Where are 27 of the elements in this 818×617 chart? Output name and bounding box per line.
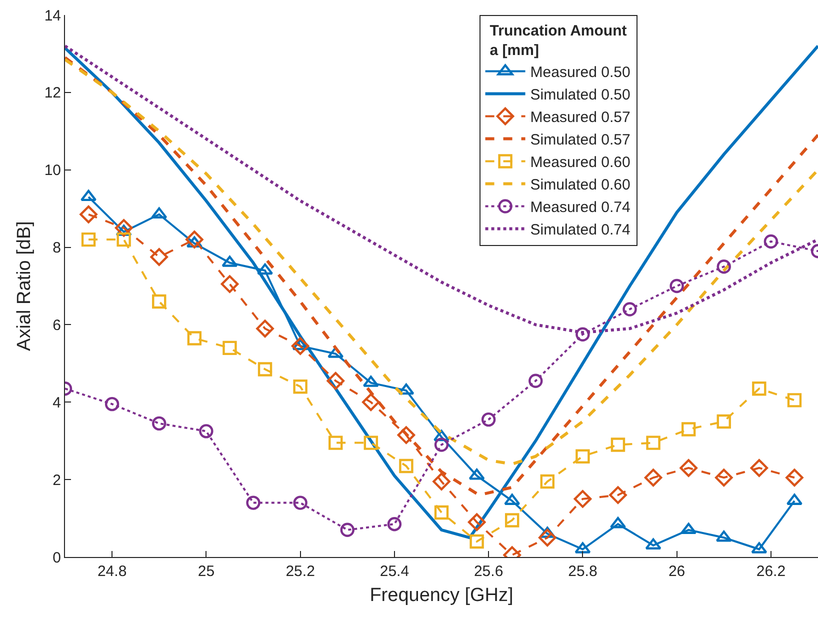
legend-label: Measured 0.50 (530, 64, 630, 82)
x-tick-label: 24.8 (97, 563, 127, 580)
legend-label: Measured 0.74 (530, 199, 630, 216)
y-axis-title: Axial Ratio [dB] (14, 221, 36, 351)
legend-label: Simulated 0.60 (530, 176, 630, 194)
x-tick-label: 25.4 (380, 563, 410, 580)
y-tick-label: 8 (52, 240, 61, 257)
x-tick-label: 26.2 (756, 563, 786, 580)
legend-title: Truncation Amount a [mm] (490, 22, 627, 59)
y-tick-label: 2 (52, 472, 61, 489)
legend-label: Simulated 0.50 (530, 86, 630, 104)
y-tick-label: 0 (52, 549, 61, 566)
x-tick-label: 25.8 (568, 563, 598, 580)
legend-label: Measured 0.60 (530, 154, 630, 172)
legend-label: Measured 0.57 (530, 109, 630, 126)
y-tick-label: 12 (44, 84, 61, 102)
x-tick-label: 25 (198, 563, 215, 580)
x-tick-label: 25.2 (286, 563, 315, 580)
y-tick-label: 10 (44, 162, 61, 180)
x-tick-label: 25.6 (474, 563, 504, 580)
legend-label: Simulated 0.57 (530, 132, 630, 149)
x-axis-title: Frequency [GHz] (370, 584, 514, 606)
y-tick-label: 6 (52, 316, 61, 334)
y-tick-label: 4 (52, 394, 61, 412)
legend-label: Simulated 0.74 (530, 222, 630, 239)
y-tick-label: 14 (44, 7, 61, 24)
x-tick-label: 26 (668, 563, 686, 580)
